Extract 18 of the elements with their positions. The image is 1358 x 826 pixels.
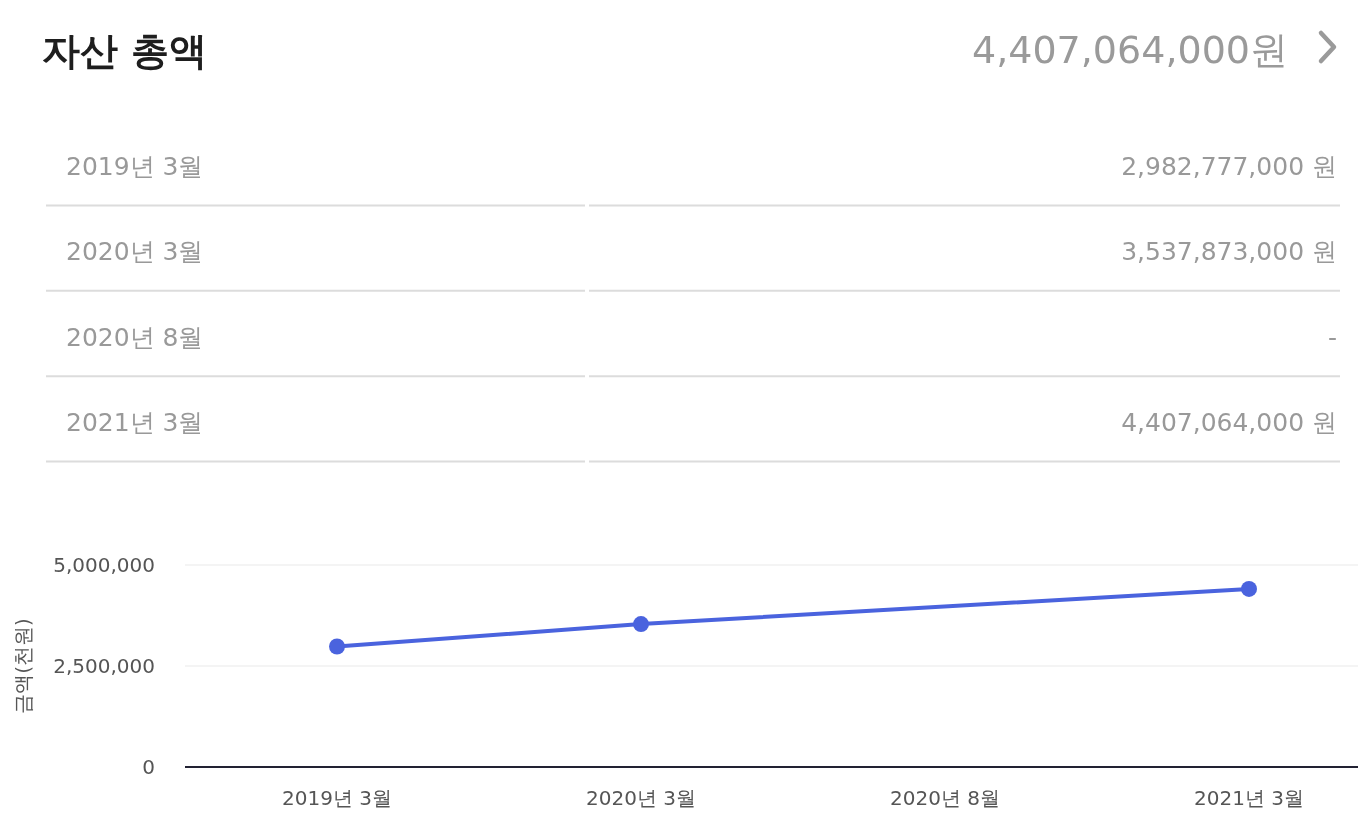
text: 3,537,873,000 원 — [1121, 237, 1337, 267]
x-tick-label: 2021년 3월 — [1194, 786, 1304, 810]
chart-title: 자산 총액 — [42, 29, 208, 73]
text: 2,982,777,000 원 — [1121, 152, 1337, 181]
y-tick-label: 5,000,000 — [53, 553, 155, 577]
x-tick-label: 2020년 8월 — [890, 786, 1000, 810]
x-tick-label: 2020년 3월 — [586, 786, 696, 810]
x-tick-label: 2019년 3월 — [282, 786, 392, 810]
y-axis-title: 금액(천원) — [11, 618, 35, 714]
category-label: 2021년 3월 — [66, 408, 204, 438]
y-tick-label: 0 — [142, 755, 155, 779]
text: 4,407,064,000 원 — [1121, 408, 1337, 438]
y-tick-label: 2,500,000 — [53, 654, 155, 678]
category-label: 2019년 3월 — [66, 152, 204, 181]
category-label: 2020년 8월 — [66, 322, 204, 352]
category-label: 2020년 3월 — [66, 237, 204, 267]
chart-subtitle: 4,407,064,000원 — [971, 28, 1288, 72]
text: - — [1327, 322, 1337, 352]
